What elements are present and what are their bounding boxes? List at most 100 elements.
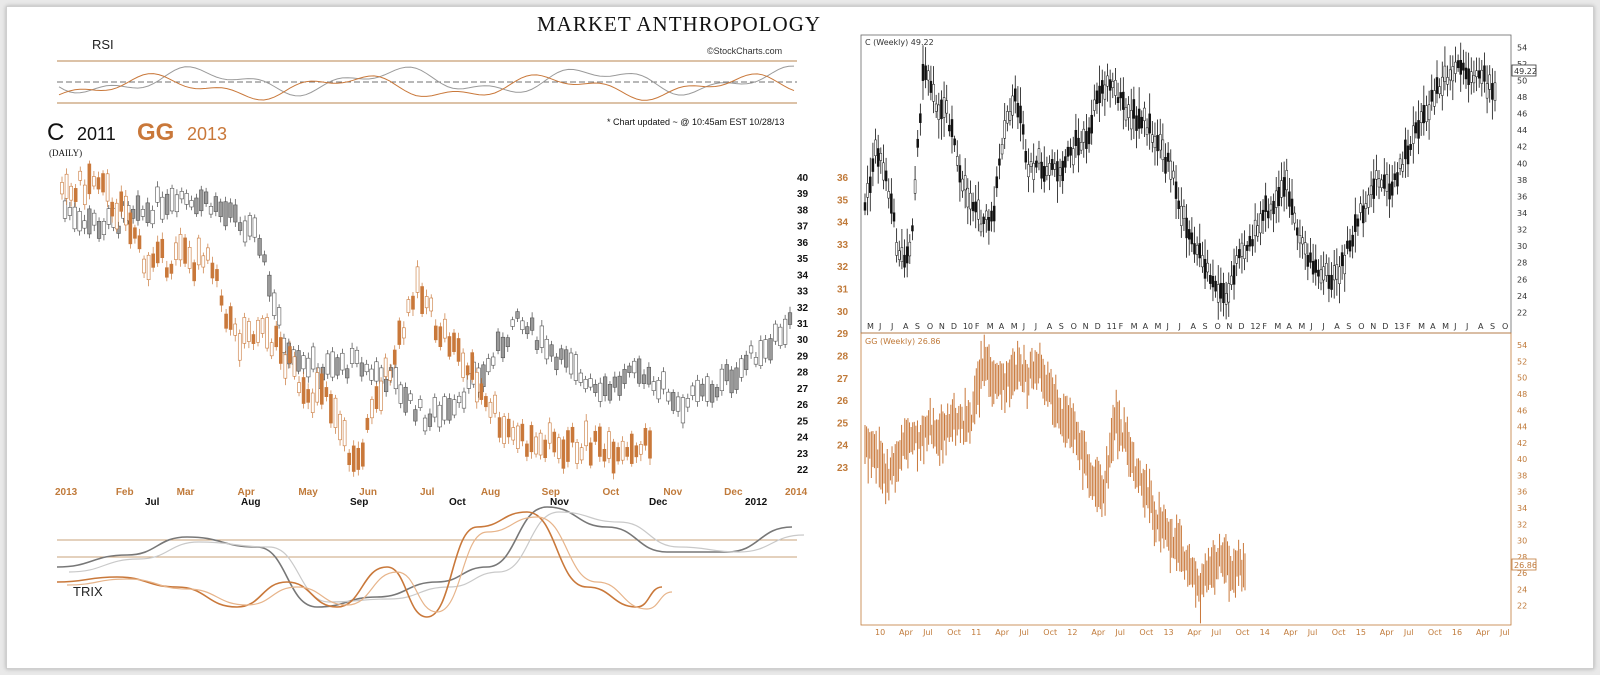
weekly-x-tick: S (1059, 322, 1064, 331)
weekly-x-tick: A (1143, 322, 1149, 331)
c-candle (588, 378, 593, 388)
c-candle (593, 384, 598, 393)
weekly-candle (982, 216, 985, 225)
weekly-x-tick: A (1047, 322, 1053, 331)
weekly-y-tick: 38 (1517, 176, 1527, 185)
weekly-y-tick: 54 (1517, 341, 1527, 350)
c-candle (242, 220, 248, 243)
c-weekly-panel: C (Weekly) 49.22 22 24 26 28 30 32 34 36 38 40 42 4… (860, 34, 1537, 334)
c-candle (520, 320, 525, 330)
y-right-tick: 27 (797, 384, 809, 395)
c-candle (612, 376, 617, 388)
y-right-tick: 35 (797, 254, 809, 265)
c-candle (72, 206, 77, 230)
weekly-y-tick: 48 (1517, 390, 1527, 399)
weekly-x-tick: Oct (947, 628, 961, 637)
weekly-candle (1082, 128, 1086, 143)
weekly-candle (1354, 214, 1357, 232)
weekly-candle (1269, 203, 1273, 211)
c-candle (622, 369, 627, 384)
title-gg-year: 2013 (187, 124, 227, 144)
weekly-candle (932, 84, 935, 102)
gg-candle (639, 444, 643, 455)
weekly-candle (1177, 200, 1180, 210)
weekly-candle (908, 241, 912, 257)
weekly-candle (1309, 252, 1312, 263)
gg-candle (306, 389, 310, 403)
c-candle (252, 217, 257, 238)
weekly-x-tick: Apr (1284, 628, 1299, 637)
weekly-candle (1040, 161, 1043, 179)
y-left-tick: 29 (837, 329, 849, 340)
c-weekly-last-badge (1511, 64, 1537, 77)
weekly-x-tick: Jul (1211, 628, 1222, 637)
gg-candle (228, 306, 233, 330)
weekly-candle (995, 176, 999, 189)
c-candle (354, 349, 360, 364)
gg-candle (92, 176, 96, 187)
c-candle (539, 325, 544, 348)
weekly-candle (1388, 183, 1391, 200)
gg-candle (474, 371, 479, 403)
weekly-candle (1475, 70, 1478, 78)
weekly-candle (1274, 190, 1278, 208)
weekly-candle (1280, 180, 1283, 198)
weekly-candle (998, 158, 1001, 166)
gg-candle (278, 337, 283, 364)
weekly-candle (1232, 265, 1236, 285)
weekly-candle (1201, 255, 1204, 268)
c-candle (325, 353, 330, 375)
weekly-y-tick: 24 (1517, 585, 1527, 594)
y-left-tick: 35 (837, 195, 849, 206)
c-candle (384, 378, 389, 393)
gg-candle (110, 201, 114, 217)
y-right-tick: 33 (797, 287, 809, 298)
gg-candle (178, 234, 183, 261)
gg-candle (415, 266, 420, 293)
c-candle (106, 208, 111, 225)
weekly-candle (1032, 163, 1035, 180)
x-tick-c: 2012 (745, 497, 768, 508)
weekly-candle (1369, 185, 1373, 196)
weekly-candle (987, 217, 991, 231)
c-candle (607, 384, 613, 401)
weekly-candle (1319, 269, 1323, 284)
c-candle (578, 372, 583, 383)
weekly-candle (1340, 252, 1344, 267)
gg-candle (192, 262, 196, 282)
weekly-candle (966, 187, 970, 208)
weekly-candle (985, 210, 988, 220)
c-candle (101, 221, 107, 235)
x-tick-c: Aug (241, 497, 260, 508)
weekly-candle (1298, 235, 1302, 244)
weekly-candle (1293, 212, 1296, 224)
weekly-candle (1064, 156, 1067, 168)
weekly-y-tick: 38 (1517, 471, 1527, 480)
weekly-candle (1214, 280, 1217, 292)
c-weekly-candlesticks (863, 42, 1497, 320)
y-left-tick: 36 (837, 173, 849, 184)
weekly-candle (1143, 107, 1146, 122)
weekly-candle (1137, 108, 1141, 129)
weekly-candle (1074, 129, 1078, 146)
weekly-candle (1006, 111, 1009, 124)
gg-candle (242, 317, 247, 344)
c-candle (184, 193, 189, 205)
gg-weekly-bars (864, 334, 1246, 624)
weekly-candle (1375, 170, 1378, 180)
weekly-candle (1364, 203, 1368, 209)
weekly-candle (869, 176, 872, 193)
c-candle (145, 202, 150, 223)
weekly-candle (1264, 195, 1267, 212)
weekly-x-tick: J (1034, 322, 1037, 331)
weekly-candle (1100, 80, 1104, 94)
c-candle (281, 337, 287, 353)
weekly-candle (1211, 275, 1215, 288)
weekly-x-tick: A (1334, 322, 1340, 331)
weekly-y-tick: 40 (1517, 159, 1527, 168)
weekly-candle (1158, 134, 1162, 151)
gg-candle (174, 242, 178, 260)
gg-candle (497, 417, 502, 438)
y-right-tick: 26 (797, 400, 809, 411)
gg-candle (320, 373, 324, 405)
